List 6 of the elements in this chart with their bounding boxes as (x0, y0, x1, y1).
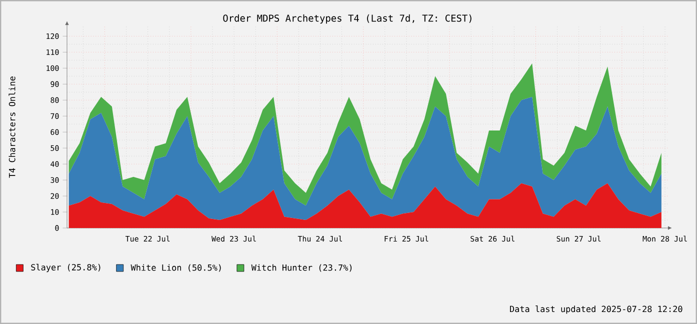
legend-label: White Lion (50.5%) (130, 264, 221, 272)
text: Data last updated 2025-07-28 12:20 (510, 306, 682, 314)
y-axis-title: T4 Characters Online (8, 76, 16, 178)
legend-label: Slayer (25.8%) (31, 264, 100, 272)
chart-title: Order MDPS Archetypes T4 (Last 7d, TZ: CEST) (223, 14, 472, 24)
legend-label: Witch Hunter (23.7%) (251, 264, 352, 272)
